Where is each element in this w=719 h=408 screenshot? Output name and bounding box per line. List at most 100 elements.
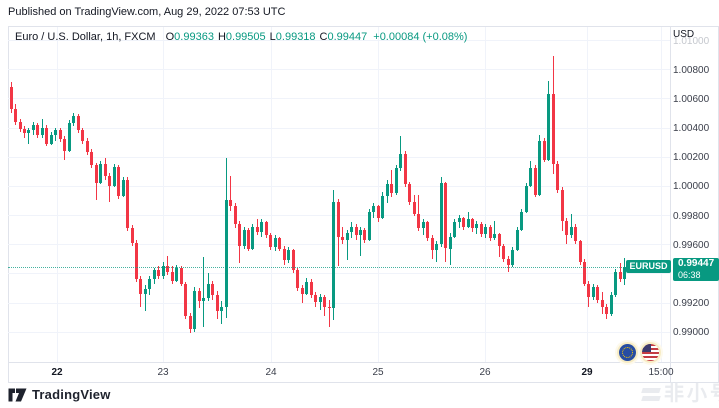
candle: [574, 226, 577, 242]
candle: [412, 201, 416, 214]
price-axis-label: 1.00200: [673, 152, 710, 164]
candle: [49, 134, 53, 144]
price-axis-label: 1.00400: [673, 123, 710, 134]
candle: [614, 271, 618, 296]
candle: [18, 121, 22, 129]
currency-label: USD: [673, 29, 695, 40]
time-gridline: [378, 27, 379, 362]
candle: [184, 283, 188, 316]
candle: [609, 295, 613, 315]
candle: [170, 271, 174, 281]
last-price-line: [8, 266, 670, 268]
candle: [565, 220, 568, 236]
candle: [14, 108, 17, 122]
symbol-badge: EURUSD: [626, 260, 671, 273]
candle: [511, 250, 515, 265]
candle: [54, 130, 58, 135]
bar-countdown: 06:38: [678, 269, 701, 280]
candle: [457, 217, 461, 223]
price-axis-label: 0.99800: [673, 210, 710, 222]
candle-wick: [436, 241, 438, 262]
candle: [560, 190, 564, 221]
candle: [345, 232, 349, 240]
candle: [215, 295, 219, 312]
candle: [242, 229, 246, 246]
candle: [238, 223, 241, 246]
chart-pane[interactable]: [8, 27, 670, 362]
candle: [305, 282, 309, 294]
candle: [551, 94, 555, 164]
candle: [605, 306, 609, 315]
candle: [493, 234, 497, 239]
time-gridline: [57, 27, 58, 362]
candle: [99, 164, 103, 183]
symbol-title[interactable]: Euro / U.S. Dollar, 1h, FXCM: [15, 31, 156, 43]
candle: [403, 153, 407, 185]
candle: [179, 267, 183, 284]
candle: [246, 229, 250, 249]
candle-wick: [230, 175, 231, 211]
candle: [282, 248, 286, 261]
candle: [448, 236, 452, 249]
candle: [538, 140, 542, 195]
candle: [94, 165, 98, 183]
candle: [479, 223, 483, 234]
published-line[interactable]: Published on TradingView.com, Aug 29, 20…: [8, 6, 286, 18]
candle: [309, 282, 313, 296]
candle: [126, 180, 129, 229]
price-axis-label: 1.00600: [673, 93, 710, 105]
candle: [390, 184, 394, 194]
candle: [363, 229, 367, 240]
candle: [90, 152, 94, 166]
price-axis-label: 1.00000: [673, 181, 710, 193]
candle: [193, 290, 197, 329]
candle: [399, 153, 403, 169]
price-axis-label: 1.00800: [673, 64, 710, 76]
candle: [211, 283, 215, 296]
candle-wick: [301, 285, 303, 303]
high-label: H: [217, 31, 226, 43]
candle: [31, 124, 35, 131]
candle: [417, 213, 421, 229]
time-axis[interactable]: 22 23 24 25 26 29 15:00: [0, 363, 719, 383]
candle: [385, 184, 389, 197]
candle-wick: [346, 229, 348, 261]
price-axis-label: 0.99600: [673, 239, 710, 251]
high-value: 0.99505: [225, 31, 266, 43]
candle: [81, 130, 85, 141]
candle: [533, 168, 537, 195]
candle: [36, 124, 40, 135]
tradingview-brand[interactable]: TradingView: [8, 387, 111, 402]
candle: [556, 164, 560, 191]
candle: [278, 238, 282, 249]
candle: [547, 94, 551, 160]
price-axis[interactable]: USD 1.01000 1.00800 1.00600 1.00400 1.00200 1…: [671, 27, 719, 362]
last-price-value: 0.99447: [678, 257, 715, 269]
candle: [269, 235, 273, 248]
close-label: C: [319, 31, 328, 43]
low-value: 0.99318: [275, 31, 316, 43]
price-gridline: [8, 302, 670, 304]
candle: [45, 127, 49, 144]
candle: [121, 180, 125, 196]
candle: [143, 289, 147, 294]
candle: [497, 234, 501, 246]
price-axis-label: 1.01000: [673, 35, 710, 47]
time-axis-label: 22: [51, 367, 63, 378]
candle: [475, 223, 479, 229]
time-axis-label: 29: [581, 367, 593, 378]
price-gridline: [8, 185, 670, 187]
candle: [520, 212, 524, 230]
candle: [197, 290, 201, 302]
candle: [166, 266, 170, 272]
candle: [260, 222, 264, 233]
price-axis-separator: [670, 27, 671, 383]
candle-wick: [144, 285, 146, 312]
candle-wick: [221, 301, 223, 325]
candle: [264, 222, 268, 236]
candle: [112, 166, 116, 186]
candle: [229, 200, 232, 207]
candle: [251, 226, 255, 249]
candle: [67, 123, 71, 151]
candle: [296, 270, 300, 288]
